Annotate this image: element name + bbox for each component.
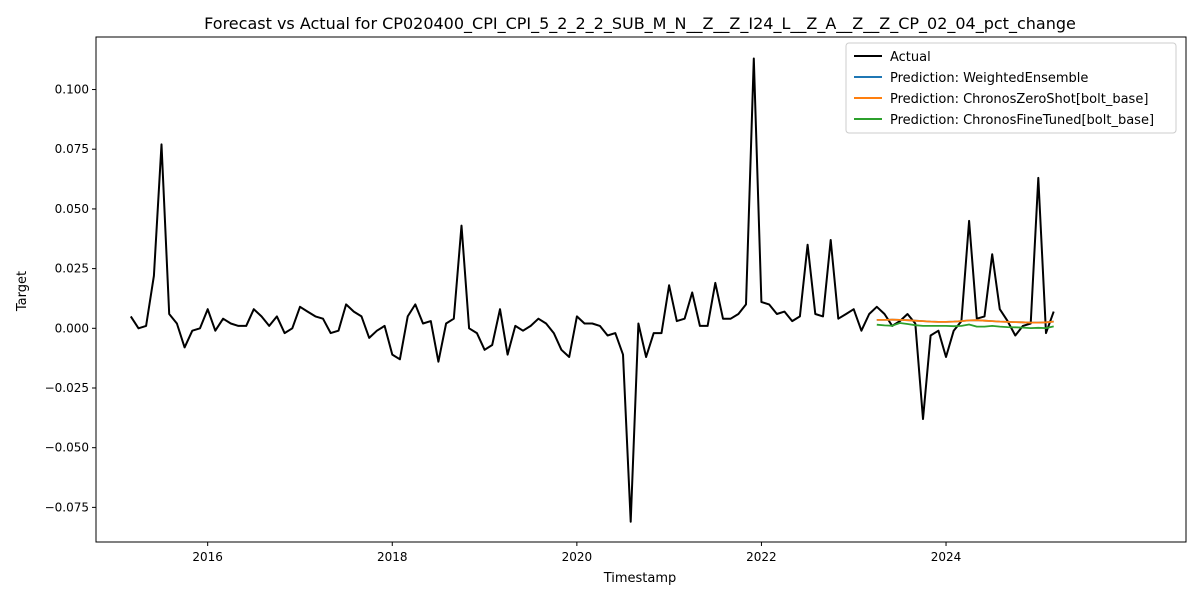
y-tick-label: 0.025 (55, 262, 89, 276)
series-line-3 (876, 322, 1054, 330)
legend-label: Actual (890, 50, 931, 65)
legend-label: Prediction: ChronosFineTuned[bolt_base] (890, 113, 1154, 128)
series-line-0 (129, 57, 1055, 523)
y-tick-label: −0.075 (45, 500, 89, 514)
y-tick-label: 0.075 (55, 142, 89, 156)
y-tick-label: 0.000 (55, 321, 89, 335)
y-tick-label: 0.050 (55, 202, 89, 216)
chart-title: Forecast vs Actual for CP020400_CPI_CPI_… (204, 14, 1076, 34)
x-tick-label: 2024 (931, 550, 962, 564)
legend-box (845, 42, 1177, 134)
x-tick-label: 2018 (377, 550, 408, 564)
series-layer (129, 57, 1055, 523)
series-line-2 (876, 318, 1054, 324)
legend: Actual Prediction: WeightedEnsemble Predic… (845, 42, 1177, 134)
x-axis-label: Timestamp (603, 571, 677, 586)
x-tick-label: 2020 (562, 550, 593, 564)
legend-label: Prediction: ChronosZeroShot[bolt_base] (890, 92, 1148, 107)
y-tick-label: 0.100 (55, 83, 89, 97)
axes: 2016 2018 2020 2022 2024 −0.075 −0.050 −0.025 0.… (45, 36, 1187, 564)
x-tick-label: 2022 (746, 550, 777, 564)
legend-label: Prediction: WeightedEnsemble (890, 71, 1088, 86)
y-tick-label: −0.050 (45, 441, 89, 455)
y-axis-label: Target (15, 271, 30, 312)
x-tick-label: 2016 (192, 550, 223, 564)
plot-frame (95, 36, 1187, 543)
y-tick-label: −0.025 (45, 381, 89, 395)
